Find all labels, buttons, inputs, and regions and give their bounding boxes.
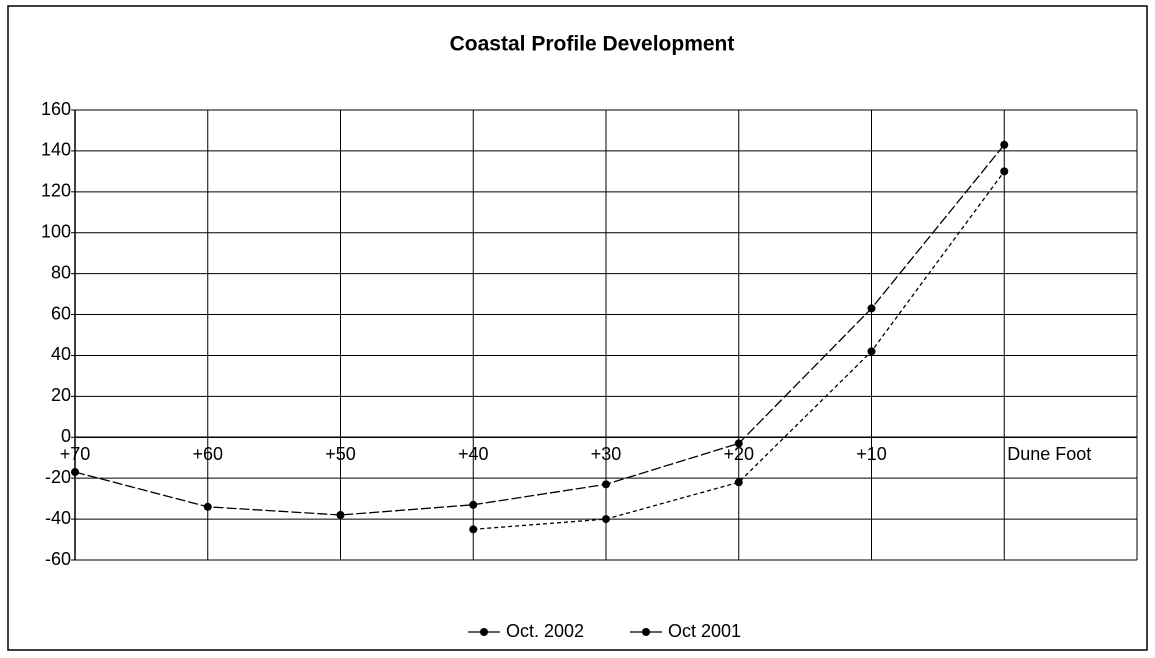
x-tick-label: +40 <box>458 444 489 464</box>
data-point <box>469 500 478 509</box>
series-line <box>74 144 1005 516</box>
y-tick-label: 40 <box>51 344 71 364</box>
legend-marker <box>642 628 650 636</box>
x-tick-label: +20 <box>723 444 754 464</box>
y-tick-label: -20 <box>45 467 71 487</box>
y-tick-label: -60 <box>45 549 71 569</box>
x-tick-label: +70 <box>60 444 91 464</box>
data-point <box>602 515 610 524</box>
y-tick-label: 80 <box>51 262 71 282</box>
y-tick-label: -40 <box>45 508 71 528</box>
data-point <box>1000 140 1009 149</box>
data-point <box>602 480 610 489</box>
y-tick-label: 160 <box>41 99 71 119</box>
legend-label: Oct 2001 <box>668 621 741 641</box>
data-point <box>469 525 478 534</box>
data-point <box>734 439 743 448</box>
x-tick-label: Dune Foot <box>1007 444 1091 464</box>
data-point <box>867 304 876 313</box>
y-tick-label: 140 <box>41 140 71 160</box>
data-point <box>336 511 345 519</box>
y-tick-label: 20 <box>51 385 71 405</box>
data-point <box>867 347 876 356</box>
chart-frame <box>7 5 1148 651</box>
x-tick-label: +10 <box>856 444 887 464</box>
data-point <box>203 502 212 511</box>
data-point <box>1000 167 1009 176</box>
x-tick-label: +30 <box>591 444 622 464</box>
legend-marker <box>480 628 488 636</box>
data-point <box>734 478 743 487</box>
y-tick-label: 100 <box>41 221 71 241</box>
legend-label: Oct. 2002 <box>506 621 584 641</box>
y-tick-label: 120 <box>41 181 71 201</box>
x-tick-label: +60 <box>192 444 223 464</box>
y-tick-label: 60 <box>51 303 71 323</box>
chart-title: Coastal Profile Development <box>450 33 735 56</box>
y-tick-label: 0 <box>61 426 71 446</box>
x-tick-label: +50 <box>325 444 356 464</box>
data-point <box>71 468 79 477</box>
